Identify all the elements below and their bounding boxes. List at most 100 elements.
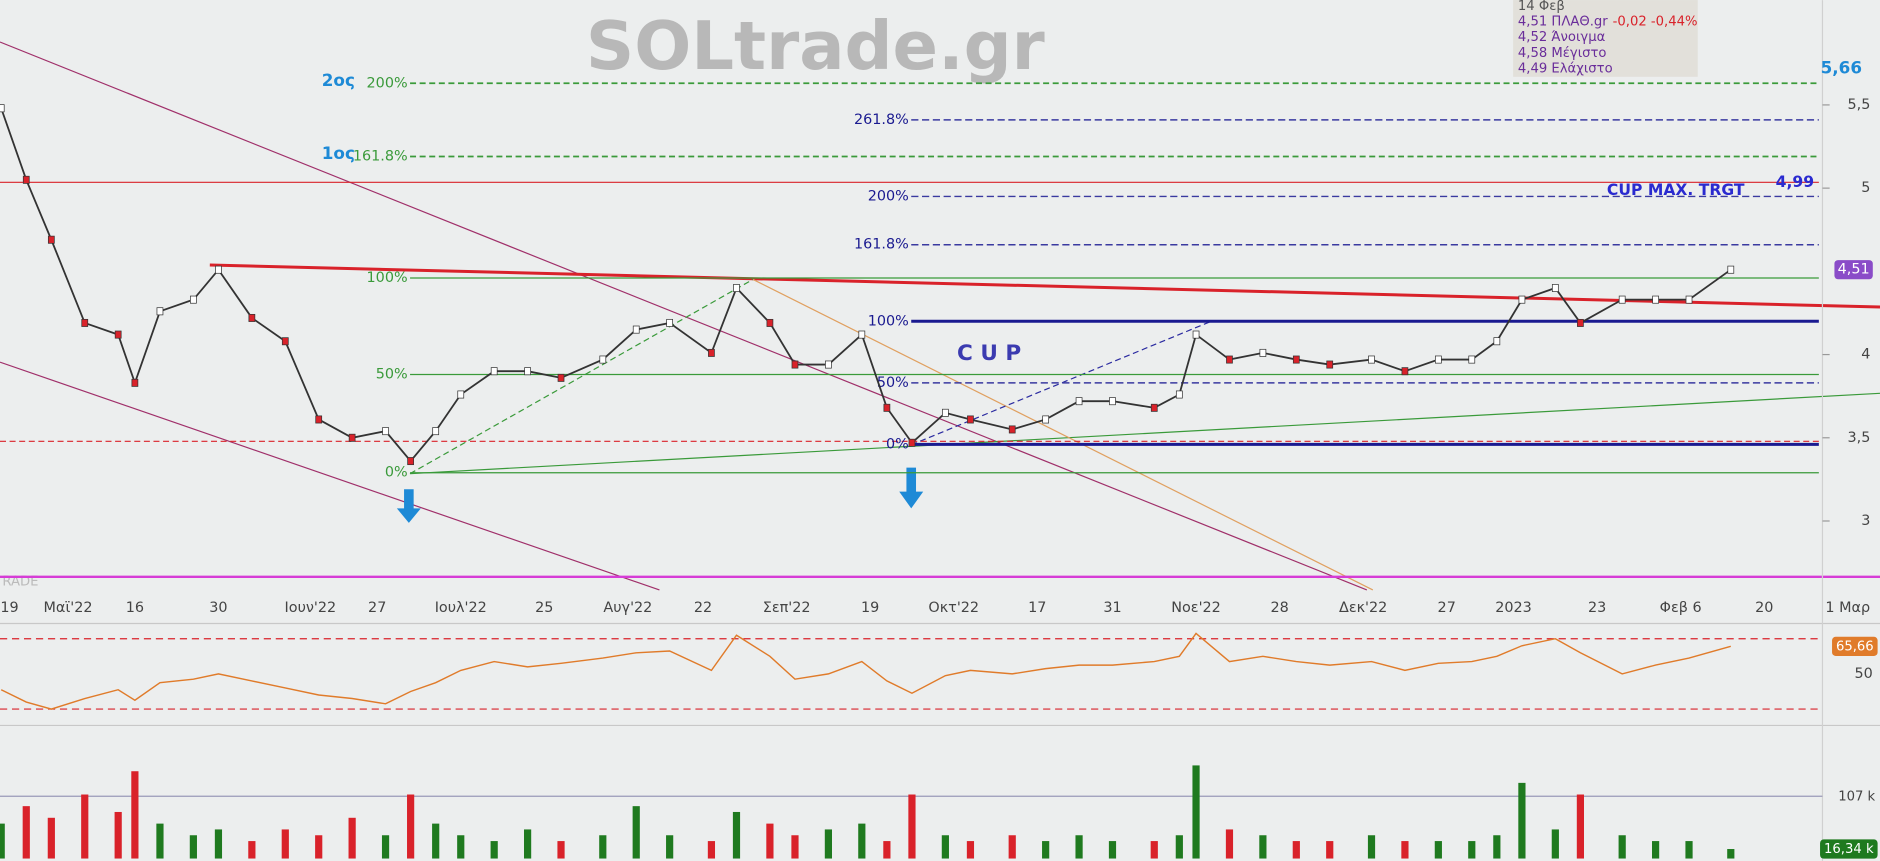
y-tick-label: 4 [1861,347,1870,363]
volume-bar [858,823,866,859]
price-point [1551,284,1559,292]
price-point [248,313,256,322]
rsi-line [0,632,1731,710]
price-point [190,295,197,304]
x-tick-label: 30 [209,600,227,616]
price-point [1150,403,1158,412]
volume-bar [281,829,289,859]
arrow [396,489,421,523]
price-point [1109,397,1116,406]
price-point [47,235,55,244]
watermark: SOLtrade.gr [586,7,1045,85]
price-point [1727,265,1735,274]
price-point [81,318,89,327]
volume-bar [381,835,390,859]
info-change: -0,02 -0,44% [1613,15,1698,30]
pattern-label: C U P [957,341,1021,366]
volume-bar [1175,835,1183,859]
x-tick-label: 28 [1270,600,1288,616]
volume-bar [766,823,774,859]
price-point [1175,390,1183,399]
price-point [215,265,222,274]
volume-bar [1518,782,1526,859]
fib-label: 161.8% [854,237,909,253]
volume-bar [707,841,716,859]
price-point [281,337,289,346]
price-line [0,107,1732,463]
trend-line [0,361,660,591]
volume-bar [1576,794,1584,859]
volume-bar [1075,835,1083,859]
x-tick-label: 25 [535,600,553,616]
volume-bar [524,829,532,859]
volume-bar [114,811,122,859]
volume-bar [557,841,565,859]
volume-bar [22,806,30,859]
x-tick-label: 1 Μαρ [1825,600,1870,616]
x-tick-label: 20 [1755,600,1773,616]
volume-bar [1618,835,1626,859]
price-point [1368,355,1375,364]
fib-label: 200% [367,75,408,91]
price-point [632,325,640,334]
price-point [708,348,715,357]
price-point [1008,425,1016,434]
price-point [1577,318,1584,327]
volume-bar [791,835,799,859]
volume-bar [908,794,916,859]
volume-bar [248,841,256,859]
x-tick-label: 17 [1028,600,1046,616]
volume-bar [1685,841,1693,859]
volume-bar [131,771,139,859]
price-point [1192,330,1200,339]
price-point [1259,348,1267,357]
volume-bar [1259,835,1267,859]
volume-bar [1493,835,1501,859]
fib-label: 100% [868,313,909,329]
volume-last: 16,34 k [1824,842,1874,857]
price-point [1075,397,1083,406]
x-tick-label: Μαϊ'22 [44,600,93,616]
volume-bar [883,841,891,859]
volume-bar [432,823,440,859]
fib-label: 50% [376,367,408,383]
price-point [883,403,891,412]
x-tick-label: Ιουλ'22 [435,600,487,616]
volume-bar [1108,841,1117,859]
price-point [457,390,465,399]
volume-bar [1326,841,1334,859]
volume-bar [1551,829,1559,859]
price-point [348,433,356,442]
info-line: 4,49 Ελάχιστο [1518,60,1613,76]
y-tick-label: 3 [1861,513,1870,529]
x-tick-label: Σεπ'22 [763,600,811,616]
target-price: 4,99 [1776,173,1814,191]
info-close: 4,51 ΠΛΑΘ.gr [1518,15,1608,30]
volume-bar [1434,841,1442,859]
x-tick-label: 19 [861,600,879,616]
x-tick-label: 27 [368,600,386,616]
trend-line [409,278,754,475]
price-point [791,360,799,369]
volume-bar [407,794,415,859]
price-point [490,367,498,376]
price-point [407,457,414,466]
price-point [557,373,565,382]
volume-bar [214,829,223,859]
trend-line [0,41,1368,591]
price-point [967,415,974,424]
trend-line [209,263,1880,309]
volume-bar [599,835,607,859]
y-tick-label: 5,5 [1848,97,1871,113]
volume-bar [632,806,640,859]
price-point [524,367,531,376]
volume-bar [189,835,197,859]
fib-label: 50% [877,375,909,391]
trend-line [752,278,1374,591]
x-tick-label: Νοε'22 [1171,600,1221,616]
volume-bar [732,811,741,859]
x-tick-label: Φεβ 6 [1660,600,1702,616]
x-tick-label: 2023 [1495,600,1532,616]
